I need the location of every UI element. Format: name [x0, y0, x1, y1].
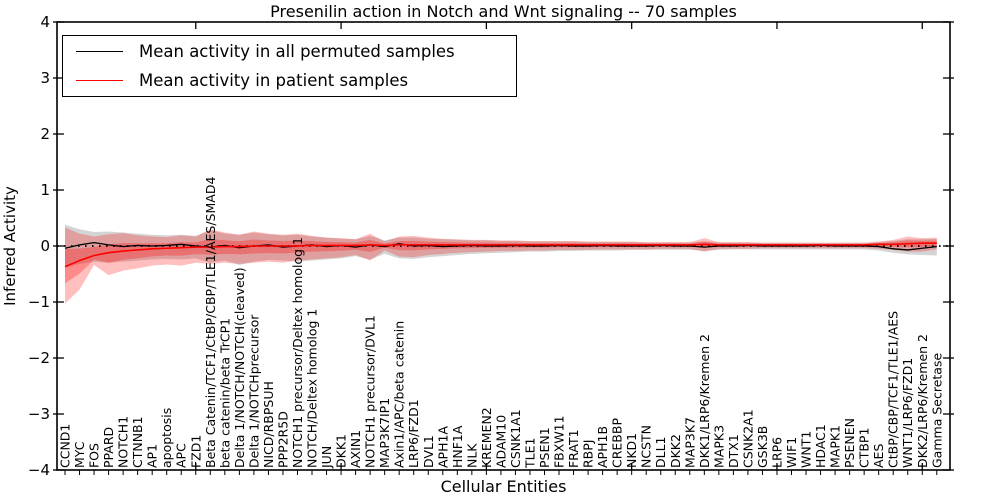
chart-title: Presenilin action in Notch and Wnt signa…	[270, 2, 737, 21]
x-tick-label: CSNK1A1	[508, 409, 523, 468]
y-tick-label: 0	[40, 237, 50, 255]
x-tick-label: NLK	[464, 443, 479, 468]
x-tick-label: APH1B	[595, 426, 610, 468]
x-tick-label: Delta 1/NOTCH/NOTCH(cleaved)	[232, 267, 247, 468]
x-tick-label: CREBBP	[610, 418, 625, 468]
x-tick-label: JUN	[319, 446, 334, 469]
x-tick-label: NOTCH1	[116, 416, 131, 468]
x-tick-label: AP1	[145, 444, 160, 468]
x-tick-label: CSNK2A1	[740, 409, 755, 468]
x-tick-label: NCSTN	[639, 425, 654, 468]
patient-spread-band-outer	[65, 227, 937, 304]
y-tick-label: 1	[40, 181, 50, 199]
x-tick-label: DKK1	[334, 434, 349, 468]
legend: Mean activity in all permuted samples Me…	[62, 35, 517, 97]
x-tick-label: KREMEN2	[479, 407, 494, 468]
x-tick-label: NOTCH/Deltex homolog 1	[305, 309, 320, 468]
x-tick-label: PSENEN	[842, 418, 857, 468]
x-tick-label: APC	[174, 443, 189, 468]
x-tick-label: DKK2	[668, 434, 683, 468]
x-tick-label: FOS	[87, 443, 102, 468]
x-tick-label: PPP2R5D	[275, 411, 290, 468]
x-tick-label: NICD/RBPSUH	[261, 381, 276, 468]
x-tick-label: CTNNB1	[130, 416, 145, 468]
x-tick-label: HNF1A	[450, 425, 465, 468]
x-tick-label: NOTCH1 precursor/DVL1	[363, 315, 378, 468]
x-tick-label: WIF1	[784, 437, 799, 468]
x-tick-label: HDAC1	[813, 424, 828, 468]
x-axis-label: Cellular Entities	[440, 477, 567, 496]
permuted-line-swatch	[76, 51, 123, 53]
y-tick-label: −3	[27, 405, 50, 423]
patient-mean-line	[64, 242, 937, 268]
x-tick-label: GSK3B	[755, 426, 770, 468]
x-tick-label: LRP6	[769, 437, 784, 468]
y-tick-label: 2	[40, 125, 50, 143]
x-tick-label: MYC	[72, 441, 87, 468]
x-tick-label: Beta Catenin/TCF1/CtBP/CBP/TLE1/AES/SMAD…	[203, 177, 218, 468]
y-tick-label: −2	[27, 349, 50, 367]
patient-line-swatch	[76, 79, 123, 81]
x-tick-label: Axin1/APC/beta catenin	[392, 321, 407, 468]
x-tick-label: APH1A	[435, 426, 450, 468]
x-tick-label: DKK1/LRP6/Kremen 2	[697, 334, 712, 468]
x-tick-label: NOTCH1 precursor/Deltex homolog 1	[290, 237, 305, 468]
x-tick-label: MAPK3	[711, 425, 726, 468]
x-tick-label: DLL1	[653, 436, 668, 468]
legend-item-patient: Mean activity in patient samples	[63, 67, 516, 93]
x-tick-label: AES	[871, 444, 886, 468]
x-tick-label: apoptosis	[159, 408, 174, 468]
x-tick-label: WNT1	[799, 431, 814, 468]
x-tick-label: CtBP/CBP/TCF1/TLE1/AES	[886, 311, 901, 468]
legend-item-permuted: Mean activity in all permuted samples	[63, 39, 516, 65]
x-tick-label: beta catenin/beta TrCP1	[217, 318, 232, 468]
y-tick-label: 3	[40, 69, 50, 87]
x-tick-label: MAP3K7	[682, 417, 697, 468]
x-tick-label: FRAT1	[566, 429, 581, 468]
x-tick-label: WNT1/LRP6/FZD1	[900, 358, 915, 468]
x-tick-label: CTBP1	[857, 428, 872, 468]
x-tick-label: FZD1	[188, 435, 203, 468]
y-tick-label: −1	[27, 293, 50, 311]
x-tick-label: PSEN1	[537, 427, 552, 468]
x-tick-label: DTX1	[726, 434, 741, 468]
x-tick-label: RBPJ	[581, 440, 596, 469]
x-tick-label: Gamma Secretase	[929, 353, 944, 468]
legend-label-patient: Mean activity in patient samples	[139, 70, 409, 90]
y-tick-label: 4	[40, 13, 50, 31]
patient-spread-band-inner	[65, 239, 937, 284]
x-tick-label: ADAM10	[493, 415, 508, 468]
x-tick-label: AXIN1	[348, 430, 363, 468]
x-tick-label: TLE1	[522, 438, 537, 469]
x-tick-label: LRP6/FZD1	[406, 399, 421, 468]
x-tick-label: MAP3K7IP1	[377, 398, 392, 468]
y-tick-label: −4	[27, 461, 50, 479]
x-tick-label: Delta 1/NOTCHprecursor	[246, 314, 261, 468]
x-tick-label: PPARD	[101, 427, 116, 468]
x-tick-label: DKK2/LRP6/Kremen 2	[915, 334, 930, 468]
x-tick-label: NKD1	[624, 433, 639, 468]
x-tick-label: CCND1	[58, 424, 73, 468]
x-tick-label: DVL1	[421, 435, 436, 468]
x-tick-label: FBXW11	[552, 415, 567, 468]
legend-label-permuted: Mean activity in all permuted samples	[139, 42, 455, 62]
x-tick-label: MAPK1	[828, 425, 843, 468]
